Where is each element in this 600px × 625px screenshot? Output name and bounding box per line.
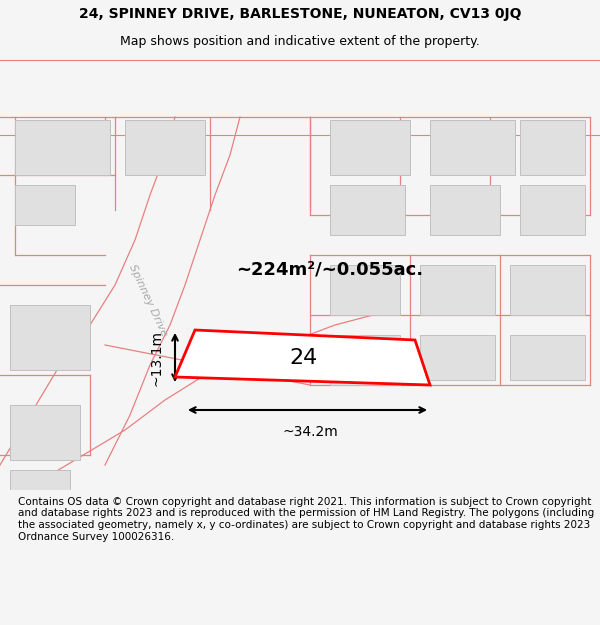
Bar xyxy=(430,120,515,175)
Text: Map shows position and indicative extent of the property.: Map shows position and indicative extent… xyxy=(120,35,480,48)
Polygon shape xyxy=(175,330,430,385)
Bar xyxy=(10,305,90,370)
Text: 24, SPINNEY DRIVE, BARLESTONE, NUNEATON, CV13 0JQ: 24, SPINNEY DRIVE, BARLESTONE, NUNEATON,… xyxy=(79,7,521,21)
Text: ~13.1m: ~13.1m xyxy=(149,329,163,386)
Bar xyxy=(420,335,495,380)
Text: ~34.2m: ~34.2m xyxy=(282,425,338,439)
Text: Spinney Drive: Spinney Drive xyxy=(127,262,169,338)
Bar xyxy=(520,120,585,175)
Bar xyxy=(15,185,75,225)
Bar xyxy=(330,335,400,385)
Bar xyxy=(510,265,585,315)
Bar xyxy=(15,120,110,175)
Text: ~224m²/~0.055ac.: ~224m²/~0.055ac. xyxy=(236,261,424,279)
Bar xyxy=(430,185,500,235)
Bar xyxy=(10,470,70,515)
Bar xyxy=(10,405,80,460)
Bar xyxy=(330,185,405,235)
Bar xyxy=(125,120,205,175)
Bar xyxy=(520,185,585,235)
Bar xyxy=(330,120,410,175)
Text: 24: 24 xyxy=(290,348,318,368)
Bar xyxy=(510,335,585,380)
Bar xyxy=(420,265,495,315)
Bar xyxy=(330,265,400,315)
Text: Contains OS data © Crown copyright and database right 2021. This information is : Contains OS data © Crown copyright and d… xyxy=(18,497,594,541)
